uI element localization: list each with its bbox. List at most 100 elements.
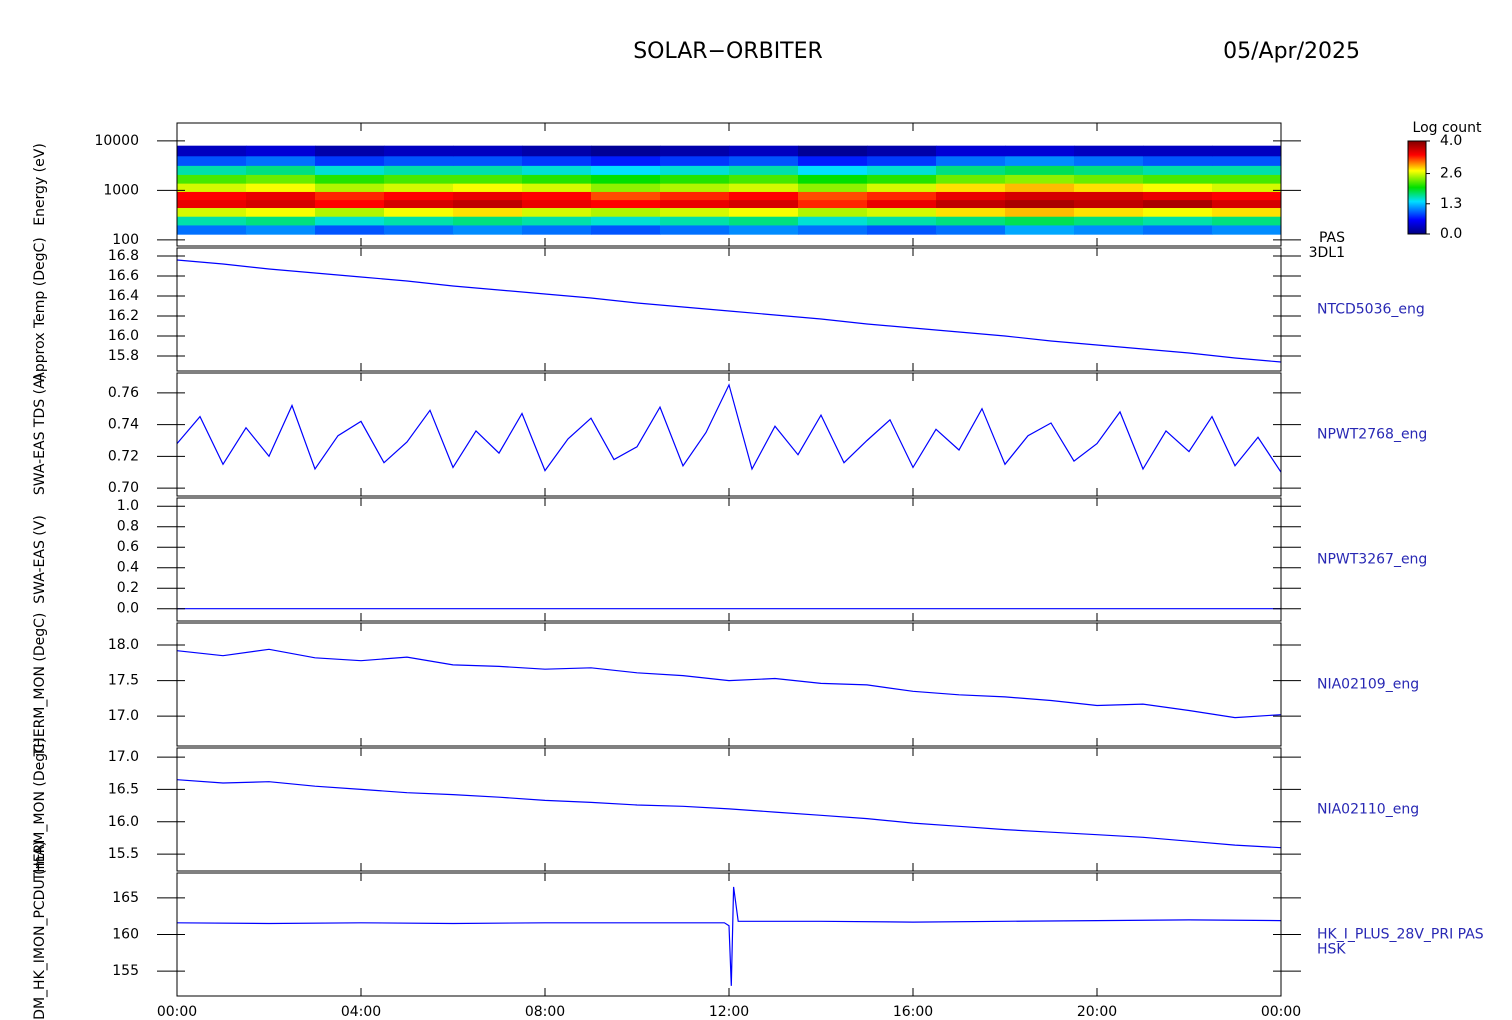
heat-cell bbox=[660, 199, 730, 209]
heat-cell bbox=[1074, 191, 1144, 201]
y-tick-label: 17.0 bbox=[108, 749, 139, 765]
heat-cell bbox=[315, 145, 385, 157]
heat-cell bbox=[1005, 224, 1075, 235]
heat-cell bbox=[798, 216, 868, 226]
heat-cell bbox=[246, 199, 316, 209]
heat-cell bbox=[1074, 224, 1144, 235]
heat-cell bbox=[246, 207, 316, 217]
heat-cell bbox=[1212, 155, 1282, 166]
line bbox=[176, 779, 1282, 849]
heat-cell bbox=[867, 207, 937, 217]
y-tick-label: 1000 bbox=[103, 182, 139, 198]
heat-cell bbox=[177, 183, 247, 192]
x-tick-label: 12:00 bbox=[709, 1004, 749, 1020]
heat-cell bbox=[522, 174, 592, 184]
heat-cell bbox=[660, 191, 730, 201]
heat-cell bbox=[1212, 224, 1282, 235]
heat-cell bbox=[729, 224, 799, 235]
x-tick-label: 00:00 bbox=[1261, 1004, 1301, 1020]
colorbar-tick-label: 4.0 bbox=[1440, 133, 1462, 149]
heat-cell bbox=[591, 165, 661, 175]
heat-cell bbox=[522, 145, 592, 157]
heat-cell bbox=[1143, 165, 1213, 175]
heat-cell bbox=[453, 145, 523, 157]
heat-cell bbox=[453, 191, 523, 201]
heat-cell bbox=[1074, 145, 1144, 157]
heat-cell bbox=[798, 207, 868, 217]
line bbox=[176, 648, 1282, 719]
heat-cell bbox=[729, 145, 799, 157]
heat-cell bbox=[936, 183, 1006, 192]
heat-cell bbox=[1074, 207, 1144, 217]
heat-cell bbox=[315, 191, 385, 201]
heat-cell bbox=[1005, 155, 1075, 166]
panel-frame bbox=[176, 247, 1282, 372]
heat-cell bbox=[384, 174, 454, 184]
heat-cell bbox=[453, 183, 523, 192]
heat-cell bbox=[1212, 165, 1282, 175]
date: 05/Apr/2025 bbox=[1223, 39, 1360, 64]
heat-cell bbox=[1212, 191, 1282, 201]
heat-cell bbox=[867, 145, 937, 157]
heat-cell bbox=[522, 183, 592, 192]
y-tick-label: 0.70 bbox=[108, 480, 139, 496]
heat-cell bbox=[1143, 191, 1213, 201]
heat-cell bbox=[1212, 216, 1282, 226]
heat-cell bbox=[246, 174, 316, 184]
heat-cell bbox=[177, 207, 247, 217]
heat-cell bbox=[1143, 174, 1213, 184]
heat-cell bbox=[177, 165, 247, 175]
heat-cell bbox=[315, 183, 385, 192]
colorbar-label: Log count bbox=[1413, 120, 1482, 136]
heat-cell bbox=[1212, 145, 1282, 157]
right-label: NTCD5036_eng bbox=[1317, 302, 1425, 318]
heat-cell bbox=[936, 174, 1006, 184]
heat-cell bbox=[798, 191, 868, 201]
x-tick-label: 00:00 bbox=[157, 1004, 197, 1020]
heat-cell bbox=[729, 183, 799, 192]
heat-cell bbox=[246, 191, 316, 201]
heat-cell bbox=[660, 207, 730, 217]
heat-cell bbox=[1212, 199, 1282, 209]
heat-cell bbox=[1074, 216, 1144, 226]
y-axis-label: PDM_HK_IMON_PCDU (mA) bbox=[32, 841, 48, 1020]
heat-cell bbox=[867, 174, 937, 184]
heat-cell bbox=[798, 165, 868, 175]
heat-cell bbox=[384, 165, 454, 175]
y-tick-label: 17.5 bbox=[108, 673, 139, 689]
heat-cell bbox=[1074, 174, 1144, 184]
heat-cell bbox=[246, 145, 316, 157]
heat-cell bbox=[522, 216, 592, 226]
heat-cell bbox=[246, 224, 316, 235]
y-axis-label: THERM_MON (DegC) bbox=[32, 738, 48, 883]
right-label: HK_I_PLUS_28V_PRI PAS bbox=[1317, 927, 1484, 943]
heat-cell bbox=[315, 155, 385, 166]
heat-cell bbox=[177, 199, 247, 209]
heat-cell bbox=[522, 155, 592, 166]
heat-cell bbox=[384, 145, 454, 157]
heat-cell bbox=[1074, 199, 1144, 209]
x-tick-label: 16:00 bbox=[893, 1004, 933, 1020]
heat-cell bbox=[729, 191, 799, 201]
heat-cell bbox=[1005, 207, 1075, 217]
y-axis-label: Approx Temp (DegC) bbox=[32, 237, 48, 381]
right-label: NIA02109_eng bbox=[1317, 677, 1419, 693]
heat-cell bbox=[522, 191, 592, 201]
heat-cell bbox=[867, 191, 937, 201]
heat-cell bbox=[729, 216, 799, 226]
heat-cell bbox=[660, 183, 730, 192]
y-axis-label: SWA-EAS (V) bbox=[32, 515, 48, 604]
heat-cell bbox=[1212, 207, 1282, 217]
y-tick-label: 0.72 bbox=[108, 448, 139, 464]
colorbar bbox=[1407, 140, 1427, 235]
heat-cell bbox=[798, 199, 868, 209]
heat-cell bbox=[1143, 207, 1213, 217]
heat-cell bbox=[384, 155, 454, 166]
title: SOLAR−ORBITER bbox=[633, 39, 823, 64]
heat-cell bbox=[1143, 224, 1213, 235]
heat-cell bbox=[660, 145, 730, 157]
y-tick-label: 0.76 bbox=[108, 385, 139, 401]
y-tick-label: 16.8 bbox=[108, 248, 139, 264]
heat-cell bbox=[1074, 155, 1144, 166]
heat-cell bbox=[177, 191, 247, 201]
